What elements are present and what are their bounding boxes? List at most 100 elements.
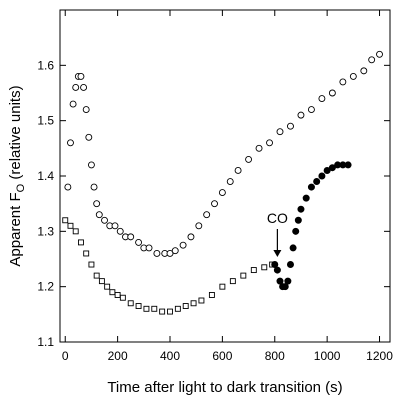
data-point-open-circle	[67, 139, 74, 147]
data-point-filled-circle	[318, 172, 326, 180]
data-point-filled-circle	[281, 283, 289, 291]
data-point-square	[182, 303, 189, 309]
data-point-filled-circle	[297, 205, 305, 213]
data-point-square	[229, 278, 236, 285]
data-point-open-circle	[90, 183, 98, 191]
data-point-open-circle	[195, 222, 203, 230]
data-point-open-circle	[72, 84, 80, 91]
data-point-open-circle	[135, 238, 143, 246]
data-point-open-circle	[276, 128, 284, 136]
data-point-open-circle	[179, 241, 187, 249]
y-axis-label-suffix: (relative units)	[7, 85, 24, 183]
data-point-filled-circle	[313, 178, 321, 186]
data-point-open-circle	[297, 111, 305, 119]
data-point-square	[219, 283, 226, 290]
data-point-square	[127, 300, 134, 307]
data-point-open-circle	[77, 72, 85, 80]
data-point-square	[109, 289, 116, 296]
data-point-filled-circle	[294, 216, 302, 224]
data-point-square	[67, 222, 74, 229]
y-tick-label: 1.3	[37, 224, 54, 238]
data-point-open-circle	[255, 144, 263, 152]
data-point-open-circle	[318, 95, 326, 102]
data-point-square	[119, 294, 126, 301]
data-point-open-circle	[153, 250, 161, 257]
x-tick-label: 600	[212, 349, 232, 363]
x-tick-label: 0	[62, 349, 69, 363]
y-tick-label: 1.2	[37, 280, 54, 294]
x-tick-label: 200	[108, 349, 128, 363]
x-tick-label: 1000	[314, 349, 341, 363]
data-point-filled-circle	[307, 183, 315, 191]
data-point-square	[174, 305, 181, 312]
y-tick-label: 1.6	[37, 58, 54, 72]
data-point-open-circle	[127, 233, 135, 241]
data-point-square	[72, 228, 79, 235]
data-point-open-circle	[287, 122, 294, 130]
data-point-filled-circle	[292, 227, 300, 235]
x-axis-label: Time after light to dark transition (s)	[107, 379, 342, 396]
y-tick-label: 1.4	[37, 169, 54, 183]
data-point-filled-circle	[302, 194, 310, 202]
data-point-open-circle	[203, 211, 211, 219]
data-point-open-circle	[218, 189, 226, 197]
data-point-square	[159, 308, 166, 315]
data-point-square	[93, 272, 100, 279]
data-point-square	[167, 308, 173, 315]
data-point-open-circle	[87, 161, 95, 169]
data-point-open-circle	[85, 133, 93, 141]
data-point-square	[62, 217, 69, 224]
y-tick-label: 1.1	[37, 335, 54, 349]
data-point-open-circle	[349, 72, 357, 80]
y-axis-label-main: Apparent F	[7, 192, 24, 266]
data-point-filled-circle	[271, 261, 279, 269]
data-point-square	[190, 300, 197, 307]
data-point-open-circle	[307, 106, 315, 114]
data-point-open-circle	[328, 89, 336, 97]
data-point-open-circle	[95, 211, 103, 219]
y-axis-label-subscript: O	[15, 183, 27, 192]
data-point-filled-circle	[289, 244, 297, 252]
data-point-open-circle	[360, 67, 368, 75]
data-point-open-circle	[226, 178, 234, 185]
data-point-square	[114, 292, 121, 298]
data-point-open-circle	[368, 56, 376, 64]
data-point-open-circle	[101, 216, 108, 224]
annotation-arrow-head	[273, 250, 282, 257]
data-point-open-circle	[116, 227, 124, 235]
x-tick-label: 400	[160, 349, 180, 363]
data-point-square	[83, 250, 90, 257]
data-point-open-circle	[266, 139, 273, 147]
x-tick-label: 800	[265, 349, 285, 363]
data-point-open-circle	[245, 155, 253, 163]
data-point-open-circle	[64, 183, 72, 191]
data-point-filled-circle	[286, 261, 294, 269]
data-point-open-circle	[339, 78, 347, 86]
data-point-square	[261, 264, 268, 271]
data-point-square	[198, 297, 205, 304]
data-point-square	[98, 278, 105, 285]
data-point-open-circle	[111, 222, 119, 230]
data-point-open-circle	[187, 233, 195, 241]
data-point-square	[88, 261, 95, 268]
data-point-square	[240, 272, 247, 279]
data-point-open-circle	[234, 167, 242, 174]
data-point-open-circle	[69, 100, 77, 108]
data-point-open-circle	[80, 84, 88, 91]
data-point-square	[143, 305, 150, 312]
annotation-label: CO	[267, 210, 288, 226]
data-point-filled-circle	[284, 277, 292, 285]
data-point-open-circle	[211, 200, 218, 208]
data-point-filled-circle	[273, 266, 281, 274]
data-point-square	[104, 283, 111, 290]
data-point-open-circle	[376, 50, 383, 58]
data-point-open-circle	[93, 200, 101, 208]
data-point-square	[135, 303, 142, 309]
data-point-open-circle	[82, 106, 90, 114]
x-tick-label: 1200	[366, 349, 393, 363]
data-point-open-circle	[166, 250, 174, 257]
data-point-square	[250, 267, 257, 274]
data-point-open-circle	[145, 244, 153, 252]
data-point-square	[151, 305, 158, 312]
